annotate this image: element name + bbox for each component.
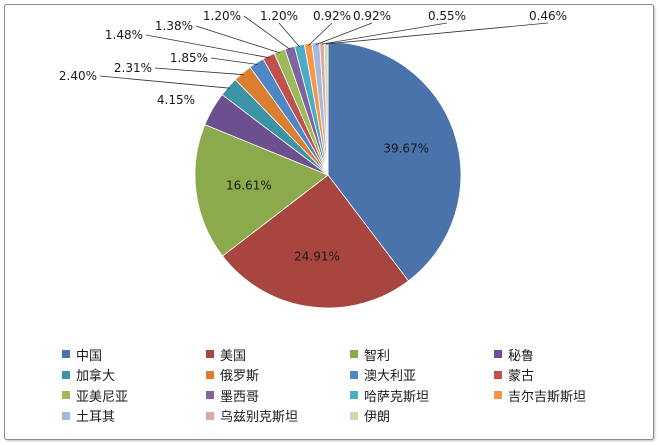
legend-label: 土耳其 xyxy=(76,410,116,426)
legend-item: 吉尔吉斯斯坦 xyxy=(494,385,638,406)
data-label: 0.46% xyxy=(529,9,567,23)
legend-item: 伊朗 xyxy=(350,406,494,427)
legend-swatch xyxy=(350,350,358,359)
leader-line xyxy=(195,25,281,54)
legend-swatch xyxy=(494,350,502,359)
pie-slice-15 xyxy=(323,41,329,176)
data-label: 1.38% xyxy=(155,19,193,33)
legend-label: 智利 xyxy=(364,348,391,364)
legend-swatch xyxy=(62,411,70,420)
data-label: 1.20% xyxy=(203,9,241,23)
data-labels: 39.67% 24.91% 16.61% 4.15% 2.40% 2.31% 1.85% 1.… xyxy=(59,9,567,264)
pie-slices xyxy=(194,41,462,309)
legend-label: 亚美尼亚 xyxy=(76,389,129,405)
legend-label: 秘鲁 xyxy=(508,348,535,364)
legend-swatch xyxy=(206,391,214,400)
data-label: 1.85% xyxy=(170,51,208,65)
legend-label: 美国 xyxy=(220,348,247,364)
legend-label: 加拿大 xyxy=(76,369,116,385)
pie-slice-1 xyxy=(327,41,462,282)
data-label: 2.31% xyxy=(114,61,152,75)
legend-item: 乌兹别克斯坦 xyxy=(206,406,350,427)
leader-line xyxy=(243,15,291,50)
legend-item: 中国 xyxy=(62,344,206,365)
legend-item: 墨西哥 xyxy=(206,385,350,406)
legend-item: 加拿大 xyxy=(62,365,206,386)
legend-swatch xyxy=(206,411,214,420)
data-label: 16.61% xyxy=(226,179,272,193)
data-label: 39.67% xyxy=(383,142,429,156)
legend-label: 伊朗 xyxy=(364,410,391,426)
legend-item: 澳大利亚 xyxy=(350,365,494,386)
data-label: 24.91% xyxy=(294,250,340,264)
leader-line xyxy=(315,22,373,45)
legend-label: 吉尔吉斯斯坦 xyxy=(508,389,587,405)
legend-swatch xyxy=(62,350,70,359)
pie-slice-3 xyxy=(194,124,329,257)
legend-label: 哈萨克斯坦 xyxy=(364,389,430,405)
leader-line xyxy=(321,22,448,45)
leader-line xyxy=(154,67,244,76)
legend-label: 乌兹别克斯坦 xyxy=(220,410,299,426)
legend-label: 俄罗斯 xyxy=(220,369,260,385)
legend: 中国 美国 智利 秘鲁加拿大 俄罗斯 澳大利亚 蒙古亚美尼亚 墨西哥 哈萨克斯坦 吉尔吉斯斯坦土耳… xyxy=(62,344,652,426)
legend-swatch xyxy=(62,370,70,379)
legend-swatch xyxy=(206,370,214,379)
legend-swatch xyxy=(494,391,502,400)
legend-swatch xyxy=(206,350,214,359)
legend-swatch xyxy=(62,391,70,400)
legend-swatch xyxy=(350,391,358,400)
leader-line xyxy=(210,57,258,65)
data-label: 0.92% xyxy=(353,9,391,23)
legend-swatch xyxy=(350,370,358,379)
leader-line xyxy=(99,75,230,89)
legend-item: 俄罗斯 xyxy=(206,365,350,386)
legend-label: 墨西哥 xyxy=(220,389,260,405)
legend-label: 澳大利亚 xyxy=(364,369,417,385)
data-label: 4.15% xyxy=(157,93,195,107)
legend-item: 土耳其 xyxy=(62,406,206,427)
legend-item: 美国 xyxy=(206,344,350,365)
leader-lines xyxy=(99,15,549,89)
legend-item: 蒙古 xyxy=(494,365,638,386)
data-label: 2.40% xyxy=(59,69,97,83)
data-label: 1.20% xyxy=(260,9,298,23)
data-label: 0.55% xyxy=(428,9,466,23)
leader-line xyxy=(278,22,301,48)
data-label: 1.48% xyxy=(105,28,143,42)
leader-line xyxy=(326,22,549,45)
legend-item: 智利 xyxy=(350,344,494,365)
legend-label: 中国 xyxy=(76,348,103,364)
pie-chart: 39.67% 24.91% 16.61% 4.15% 2.40% 2.31% 1.85% 1.… xyxy=(59,9,567,309)
legend-item: 哈萨克斯坦 xyxy=(350,385,494,406)
pie-slice-2 xyxy=(221,174,409,309)
legend-item: 亚美尼亚 xyxy=(62,385,206,406)
legend-label: 蒙古 xyxy=(508,369,535,385)
leader-line xyxy=(145,34,270,59)
legend-swatch xyxy=(494,370,502,379)
legend-swatch xyxy=(350,411,358,420)
legend-item: 秘鲁 xyxy=(494,344,638,365)
data-label: 0.92% xyxy=(313,9,351,23)
leader-line xyxy=(308,22,333,46)
